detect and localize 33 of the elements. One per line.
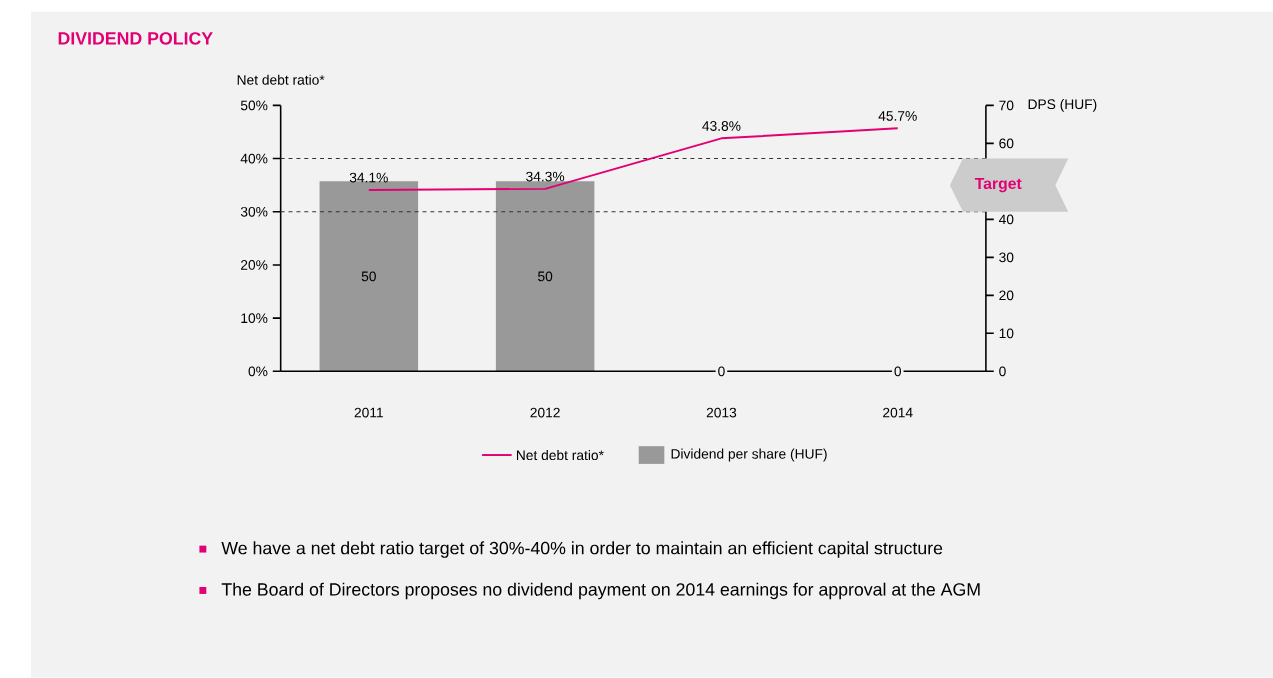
y2-tick-label: 70 bbox=[999, 100, 1014, 111]
x-tick-label: 2012 bbox=[530, 407, 560, 418]
data-label: 34.1% bbox=[349, 172, 388, 183]
y-tick-label: 10% bbox=[241, 313, 268, 324]
data-label: 0 bbox=[718, 366, 725, 377]
y-tick-label: 40% bbox=[240, 153, 268, 164]
y-tick-label: 0% bbox=[248, 366, 268, 377]
data-label: 50 bbox=[361, 271, 376, 282]
y-tick-label: 30% bbox=[240, 207, 268, 217]
y-axis-title: Net debt ratio* bbox=[237, 74, 325, 85]
text: The Board of Directors proposes no dividend payment on 2014 earnings for approval at the AGM bbox=[221, 582, 980, 600]
y2-tick-label: 10 bbox=[999, 328, 1014, 339]
legend-label: Net debt ratio* bbox=[516, 450, 604, 461]
x-tick-label: 2011 bbox=[354, 407, 383, 418]
y2-tick-label: 60 bbox=[999, 138, 1014, 149]
text: We have a net debt ratio target of 30%-40% in order to maintain an efficient capital structure bbox=[221, 541, 943, 559]
legend-label: Dividend per share (HUF) bbox=[671, 448, 827, 462]
y2-tick-label: 30 bbox=[999, 252, 1014, 263]
y2-axis-title: DPS (HUF) bbox=[1028, 99, 1097, 112]
band-label: Target bbox=[974, 178, 1022, 193]
data-label: 45.7% bbox=[878, 111, 917, 121]
data-label: 34.3% bbox=[526, 171, 565, 182]
y2-tick-label: 0 bbox=[999, 366, 1006, 377]
y-tick-label: 20% bbox=[241, 260, 268, 271]
y2-tick-label: 40 bbox=[998, 214, 1014, 225]
x-tick-label: 2013 bbox=[706, 407, 737, 418]
data-label: 50 bbox=[538, 271, 553, 282]
y-tick-label: 50% bbox=[240, 100, 268, 111]
data-label: 43.8% bbox=[702, 121, 741, 132]
text: DIVIDEND POLICY bbox=[58, 32, 213, 45]
x-tick-label: 2014 bbox=[883, 407, 913, 418]
y2-tick-label: 20 bbox=[999, 290, 1014, 301]
data-label: 0 bbox=[894, 366, 902, 377]
